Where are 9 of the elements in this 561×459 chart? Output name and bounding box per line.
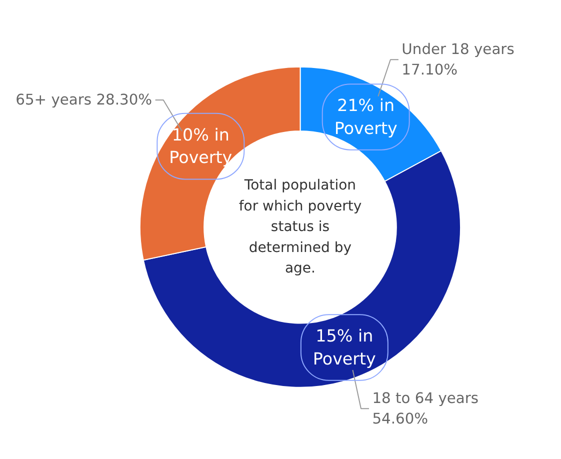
text: Total population for which poverty status is determined by age. [238,178,362,277]
slice-label: Under 18 years [402,40,514,58]
data-label: 17.10% [402,61,458,78]
slice-label: 18 to 64 years [372,390,479,407]
slice-label: 65+ years 28.30% [16,92,152,108]
data-label: 54.60% [372,410,428,428]
text: 15% in Poverty [312,326,376,368]
text: 10% in Poverty [169,125,232,168]
text: 21% in Poverty [334,96,398,138]
